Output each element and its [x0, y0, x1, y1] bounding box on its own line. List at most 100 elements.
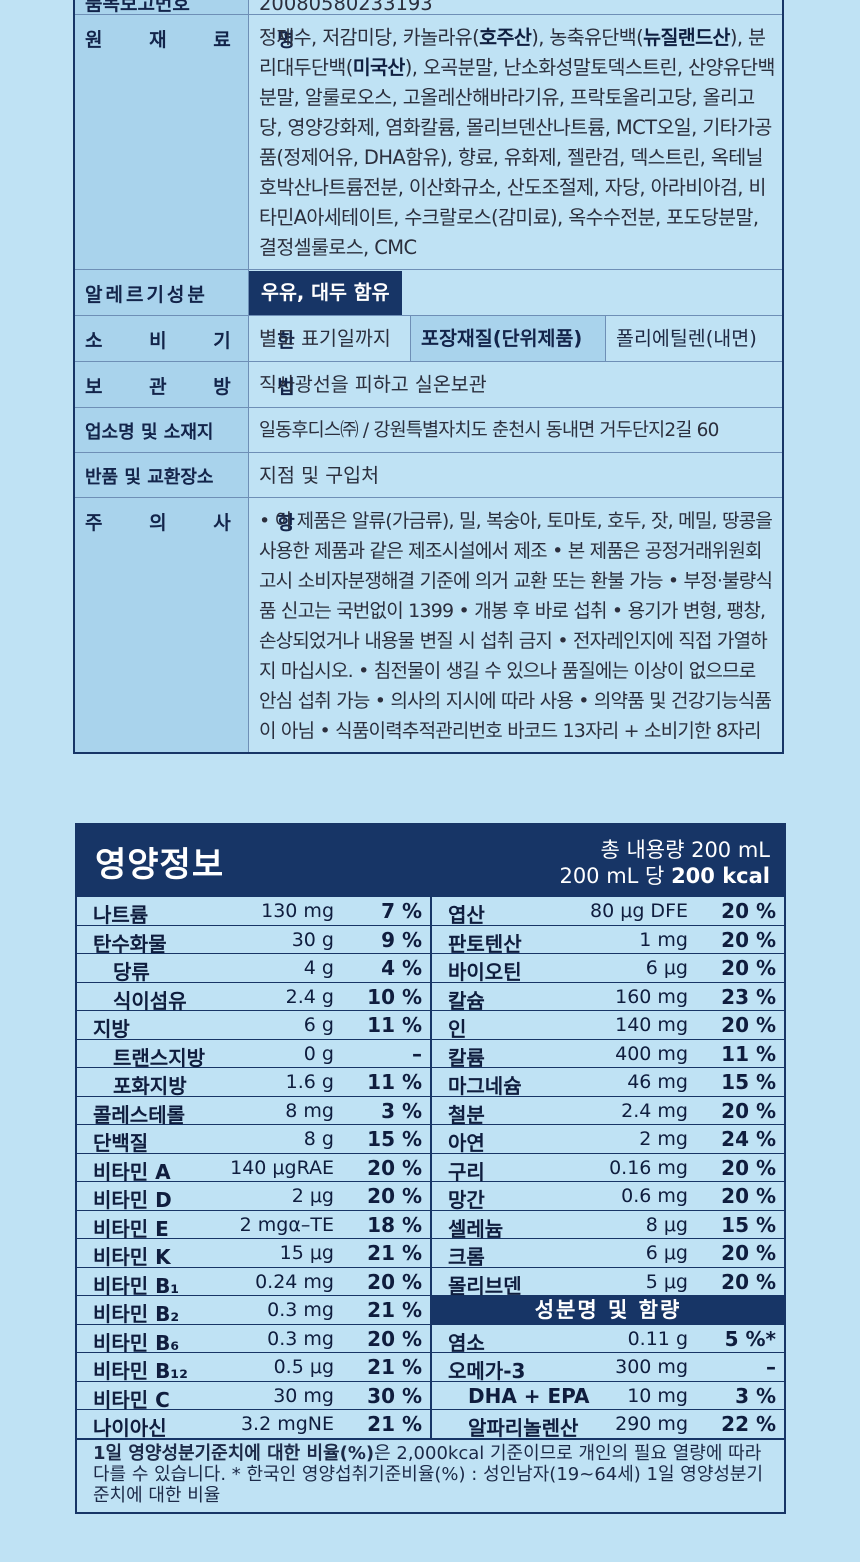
- footnote-rest: 은 2,000kcal 기준이므로 개인의 필요 열량에 따라 다를 수 있습니…: [93, 1443, 764, 1506]
- nutrient-amount: 5 μg: [645, 1270, 688, 1293]
- nutrient-row: 구리 0.16 mg 20 %: [432, 1154, 784, 1184]
- nutrient-name: 탄수화물: [93, 931, 167, 956]
- report-number-value: 20080580233193: [259, 0, 433, 14]
- nutrient-row: 나이아신 3.2 mgNE 21 %: [77, 1410, 430, 1440]
- nutrient-percent: 20 %: [721, 899, 776, 923]
- storage-value: 직사광선을 피하고 실온보관: [259, 373, 487, 396]
- nutrient-amount: 2 μg: [291, 1185, 334, 1207]
- ingredient-text: 정제수, 저감미당, 카놀라유(: [259, 26, 480, 49]
- ingredients-label-text: 원 재 료 명: [85, 29, 315, 51]
- nutrient-name: 아연: [448, 1131, 485, 1155]
- nutrient-amount: 1.6 g: [285, 1071, 334, 1093]
- storage-row: 보 관 방 법 직사광선을 피하고 실온보관: [75, 361, 782, 407]
- nutrient-row: 비타민 B₂ 0.3 mg 21 %: [77, 1296, 430, 1326]
- nutrient-amount: 300 mg: [615, 1356, 688, 1378]
- nutrient-percent: 21 %: [367, 1412, 422, 1436]
- nutrient-percent: 7 %: [381, 899, 422, 923]
- nutrient-amount: 6 g: [303, 1014, 334, 1036]
- nutrient-name: 몰리브덴: [448, 1273, 522, 1298]
- nutrient-percent: 11 %: [367, 1070, 422, 1094]
- nutrient-amount: 0.24 mg: [255, 1270, 334, 1293]
- nutrient-row: 포화지방 1.6 g 11 %: [77, 1068, 430, 1098]
- nutrient-amount: 15 μg: [279, 1242, 334, 1264]
- nutrient-percent: 9 %: [381, 927, 422, 952]
- nutrient-name: 오메가-3: [448, 1359, 526, 1383]
- nutrition-serving-info: 총 내용량 200 mL 200 mL 당 200 kcal: [559, 837, 770, 889]
- nutrient-percent: 4 %: [381, 956, 422, 980]
- nutrient-percent: 30 %: [367, 1383, 422, 1408]
- storage-label-text: 보 관 방 법: [85, 376, 315, 398]
- nutrient-column-left: 나트륨 130 mg 7 % 탄수화물 30 g 9 % 당류 4 g 4 % 식이섬유 2.4 g…: [77, 897, 432, 1440]
- nutrient-amount: 2.4 mg: [621, 1099, 688, 1122]
- caution-row: 주 의 사 항 • 이 제품은 알류(가금류), 밀, 복숭아, 토마토, 호두…: [75, 497, 782, 752]
- nutrient-percent: 21 %: [367, 1241, 422, 1265]
- maker-row: 업소명 및 소재지 일동후디스㈜ / 강원특별자치도 춘천시 동내면 거두단지2…: [75, 407, 782, 452]
- footnote-bold: 1일 영양성분기준치에 대한 비율(%): [93, 1443, 375, 1464]
- allergy-row: 알레르기성분 우유, 대두 함유: [75, 269, 782, 315]
- nutrient-percent: 20 %: [721, 1241, 776, 1265]
- caution-label-text: 주 의 사 항: [85, 512, 315, 534]
- nutrient-row: 알파리놀렌산 290 mg 22 %: [432, 1410, 784, 1440]
- nutrient-percent: 20 %: [721, 956, 776, 980]
- nutrient-name: 마그네슘: [448, 1074, 522, 1098]
- allergy-value: 우유, 대두 함유: [249, 271, 402, 315]
- nutrient-amount: 6 μg: [645, 957, 688, 979]
- nutrient-percent: 20 %: [367, 1155, 422, 1180]
- nutrient-percent: 20 %: [367, 1326, 422, 1351]
- nutrient-name: 비타민 K: [93, 1245, 171, 1269]
- nutrient-percent: 20 %: [721, 1269, 776, 1294]
- report-number-row: 품목보고번호 20080580233193: [75, 0, 782, 14]
- ingredient-origin: 미국산: [352, 56, 406, 79]
- nutrient-row: 비타민 C 30 mg 30 %: [77, 1382, 430, 1412]
- nutrient-percent: 22 %: [721, 1412, 776, 1436]
- nutrient-percent: 20 %: [721, 1155, 776, 1180]
- nutrient-amount: 2 mg: [639, 1128, 688, 1150]
- nutrient-row: 비타민 B₁₂ 0.5 μg 21 %: [77, 1353, 430, 1383]
- nutrient-row: 몰리브덴 5 μg 20 %: [432, 1268, 784, 1298]
- nutrient-name: 비타민 E: [93, 1216, 169, 1241]
- nutrient-row: 크롬 6 μg 20 %: [432, 1239, 784, 1269]
- nutrient-amount: 3.2 mgNE: [240, 1413, 334, 1435]
- expiry-row: 소 비 기 한 별도 표기일까지 포장재질(단위제품) 폴리에틸렌(내면): [75, 315, 782, 361]
- nutrient-amount: 8 μg: [645, 1213, 688, 1236]
- nutrition-footnote: 1일 영양성분기준치에 대한 비율(%)은 2,000kcal 기준이므로 개인…: [77, 1438, 784, 1506]
- nutrient-name: 비타민 C: [93, 1387, 170, 1412]
- nutrient-name: 비타민 B₆: [93, 1330, 180, 1355]
- nutrient-percent: 18 %: [367, 1212, 422, 1237]
- nutrient-name: 비타민 B₂: [93, 1302, 180, 1326]
- nutrient-percent: –: [766, 1355, 776, 1379]
- returns-row: 반품 및 교환장소 지점 및 구입처: [75, 452, 782, 497]
- nutrient-amount: 1 mg: [639, 928, 688, 951]
- packaging-label: 포장재질(단위제품): [410, 316, 605, 361]
- nutrient-row: 비타민 A 140 μgRAE 20 %: [77, 1154, 430, 1184]
- ingredient-origin: 뉴질랜드산: [643, 26, 730, 49]
- storage-label: 보 관 방 법: [75, 362, 295, 407]
- nutrient-column-right: 엽산 80 μg DFE 20 % 판토텐산 1 mg 20 % 바이오틴 6 μg 20 % 칼…: [432, 897, 784, 1440]
- nutrient-row: 콜레스테롤 8 mg 3 %: [77, 1097, 430, 1127]
- nutrient-name: 판토텐산: [448, 931, 522, 956]
- nutrient-amount: 160 mg: [615, 985, 688, 1008]
- nutrient-name: 엽산: [448, 903, 485, 927]
- ingredient-text: ), 오곡분말, 난소화성말토덱스트린, 산양유단백분말, 알룰로오스, 고올레…: [259, 56, 775, 259]
- nutrient-row: 엽산 80 μg DFE 20 %: [432, 897, 784, 927]
- expiry-label-text: 소 비 기 한: [85, 330, 315, 352]
- nutrient-name: 크롬: [448, 1245, 485, 1269]
- nutrient-percent: 21 %: [367, 1298, 422, 1322]
- nutrition-title: 영양정보: [95, 845, 225, 885]
- allergy-label: 알레르기성분: [75, 270, 249, 315]
- allergy-value-cell: 우유, 대두 함유: [249, 270, 782, 315]
- nutrient-percent: 15 %: [367, 1127, 422, 1151]
- nutrient-amount: 0 g: [303, 1042, 334, 1065]
- nutrient-name: 망간: [448, 1188, 485, 1212]
- nutrient-amount: 10 mg: [627, 1384, 688, 1407]
- components-band: 성분명 및 함량: [432, 1296, 784, 1325]
- maker-value: 일동후디스㈜ / 강원특별자치도 춘천시 동내면 거두단지2길 60: [259, 420, 719, 441]
- nutrient-row: DHA + EPA 10 mg 3 %: [432, 1382, 784, 1410]
- nutrient-percent: 23 %: [721, 984, 776, 1009]
- nutrient-name: 비타민 D: [93, 1188, 172, 1212]
- nutrient-row: 염소 0.11 g 5 %*: [432, 1325, 784, 1355]
- nutrient-percent: 11 %: [721, 1041, 776, 1066]
- ingredient-origin: 호주산: [479, 26, 532, 49]
- nutrient-amount: 140 mg: [615, 1014, 688, 1036]
- nutrient-name: 인: [448, 1017, 467, 1041]
